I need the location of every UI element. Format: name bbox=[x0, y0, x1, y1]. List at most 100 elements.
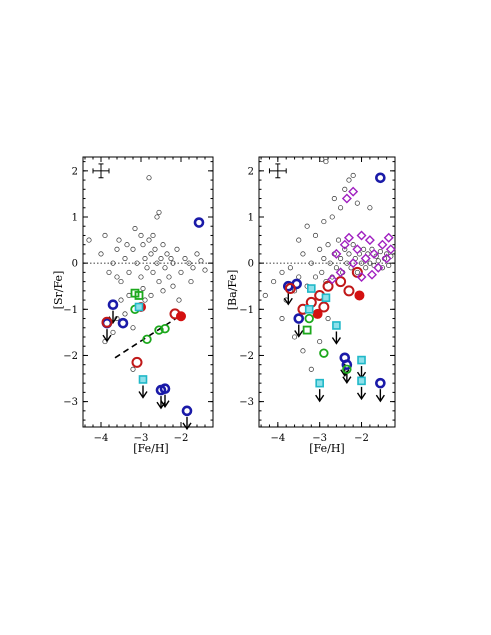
magenta-open-diamond-point bbox=[369, 248, 380, 259]
upper-limit-arrowhead bbox=[138, 391, 148, 399]
field-star-point bbox=[150, 232, 156, 239]
x-tick-label: −3 bbox=[134, 433, 149, 444]
green-open-circle-point bbox=[154, 325, 164, 335]
green-open-square-point bbox=[302, 325, 312, 335]
field-star-point bbox=[321, 255, 327, 262]
field-star-point bbox=[156, 279, 162, 285]
magenta-open-diamond-point bbox=[377, 239, 388, 250]
upper-limit-arrowhead bbox=[356, 392, 367, 401]
magenta-open-diamond-point bbox=[348, 258, 359, 269]
field-star-point bbox=[148, 292, 154, 299]
field-star-point bbox=[350, 172, 356, 179]
cyan-square-point bbox=[138, 375, 148, 384]
field-star-point bbox=[300, 348, 306, 354]
field-star-point bbox=[373, 253, 379, 259]
y-tick-label: 0 bbox=[248, 259, 254, 270]
field-star-point bbox=[132, 225, 138, 232]
field-star-point bbox=[363, 265, 369, 271]
field-star-point bbox=[138, 232, 144, 239]
magenta-open-diamond-point bbox=[383, 232, 394, 243]
y-tick-label: 2 bbox=[248, 166, 254, 177]
field-star-point bbox=[338, 205, 344, 211]
field-star-point bbox=[102, 232, 108, 239]
field-star-point bbox=[126, 292, 132, 299]
x-axis-label: [Fe/H] bbox=[309, 442, 344, 455]
red-filled-circle-point bbox=[176, 311, 186, 322]
field-star-point bbox=[154, 214, 160, 220]
field-star-point bbox=[130, 246, 136, 252]
field-star-point bbox=[384, 251, 390, 257]
green-open-circle-point bbox=[319, 348, 329, 358]
field-star-point bbox=[126, 269, 132, 275]
field-star-point bbox=[114, 315, 120, 322]
field-star-point bbox=[160, 242, 166, 248]
magenta-open-diamond-point bbox=[373, 262, 384, 273]
field-star-point bbox=[304, 223, 310, 229]
field-star-point bbox=[116, 237, 122, 243]
field-star-point bbox=[130, 325, 136, 331]
field-star-point bbox=[174, 246, 180, 252]
magenta-open-diamond-point bbox=[335, 267, 346, 278]
cyan-square-point bbox=[321, 293, 331, 303]
blue-open-circle-point bbox=[117, 317, 129, 329]
red-open-circle-point bbox=[101, 316, 113, 328]
field-star-point bbox=[86, 237, 92, 243]
y-tick-label: −3 bbox=[239, 397, 254, 408]
field-star-point bbox=[146, 175, 152, 181]
plot-frame bbox=[258, 156, 396, 428]
magenta-open-diamond-point bbox=[343, 232, 354, 243]
upper-limit-arrowhead bbox=[331, 337, 341, 345]
upper-limit-arrowhead bbox=[102, 334, 112, 343]
blue-open-circle-point bbox=[107, 299, 119, 310]
field-star-point bbox=[325, 315, 331, 322]
blue-open-circle-point bbox=[375, 377, 386, 389]
field-star-point bbox=[188, 279, 194, 285]
field-star-point bbox=[154, 260, 160, 266]
red-open-circle-point bbox=[284, 283, 296, 295]
field-star-point bbox=[122, 311, 128, 317]
upper-limit-arrowhead bbox=[375, 394, 385, 403]
cyan-square-point bbox=[304, 305, 314, 314]
x-tick-label: −3 bbox=[312, 433, 327, 444]
cyan-square-point bbox=[332, 321, 341, 330]
magenta-open-diamond-point bbox=[356, 272, 367, 282]
magenta-open-diamond-point bbox=[381, 253, 392, 264]
field-star-point bbox=[323, 159, 329, 165]
red-open-circle-point bbox=[343, 285, 355, 297]
red-open-circle-point bbox=[131, 356, 143, 368]
field-star-point bbox=[308, 366, 314, 372]
field-star-point bbox=[358, 260, 365, 266]
x-tick-label: −2 bbox=[174, 433, 189, 444]
field-star-point bbox=[346, 251, 352, 257]
y-tick-label: 0 bbox=[72, 259, 78, 270]
y-tick-label: −3 bbox=[63, 397, 78, 408]
ba-fe-panel: −4 −3 −2 −3 −2 −1 0 1 2 [Ba/Fe] [Fe/H] bbox=[226, 156, 396, 455]
field-star-point bbox=[156, 209, 162, 215]
field-star-point bbox=[386, 262, 392, 269]
x-axis-label: [Fe/H] bbox=[133, 442, 168, 455]
x-tick-label: −4 bbox=[94, 433, 109, 444]
y-tick-label: 1 bbox=[72, 213, 78, 224]
field-star-point bbox=[292, 334, 298, 340]
field-star-point bbox=[379, 265, 385, 271]
red-open-circle-point bbox=[351, 266, 363, 278]
field-star-point bbox=[375, 258, 381, 264]
x-tick-label: −4 bbox=[270, 433, 285, 444]
plot-frame bbox=[82, 156, 214, 428]
field-star-point bbox=[162, 265, 168, 271]
field-star-point bbox=[150, 269, 156, 275]
field-star-point bbox=[308, 260, 314, 266]
y-tick-label: 1 bbox=[248, 213, 254, 224]
field-star-point bbox=[176, 297, 182, 303]
green-open-circle-point bbox=[304, 313, 314, 324]
sr-fe-panel: −4 −3 −2 −3 −2 −1 0 1 2 [Sr/Fe] [Fe/H] bbox=[52, 156, 214, 455]
field-star-point bbox=[198, 258, 204, 264]
field-star-point bbox=[152, 246, 158, 252]
blue-open-circle-point bbox=[181, 405, 193, 417]
field-star-point bbox=[106, 269, 112, 275]
field-star-point bbox=[321, 219, 327, 225]
field-star-point bbox=[164, 251, 170, 257]
green-open-square-point bbox=[134, 291, 144, 300]
field-star-point bbox=[354, 200, 360, 206]
